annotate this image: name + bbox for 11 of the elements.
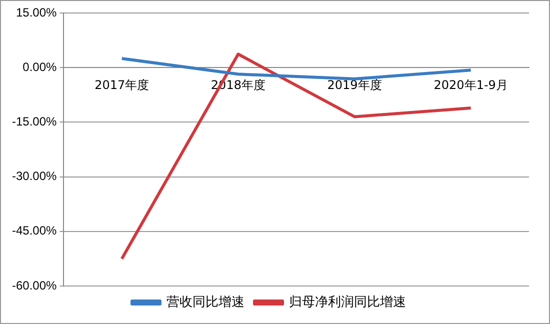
y-tick-label: -15.00% xyxy=(12,114,58,129)
y-tick-label: 15.00% xyxy=(16,5,58,20)
y-tick-label: -45.00% xyxy=(12,224,58,238)
legend-label: 营收同比增速 xyxy=(166,294,244,310)
x-tick-label: 2019年度 xyxy=(327,78,382,92)
y-tick-label: 0.00% xyxy=(22,60,58,74)
x-tick-label: 2020年1-9月 xyxy=(434,78,508,92)
x-tick-label: 2017年度 xyxy=(94,78,150,92)
y-tick-label: -30.00% xyxy=(12,169,58,184)
y-tick-label: -60.00% xyxy=(12,278,58,292)
legend-label: 归母净利润同比增速 xyxy=(289,294,406,310)
